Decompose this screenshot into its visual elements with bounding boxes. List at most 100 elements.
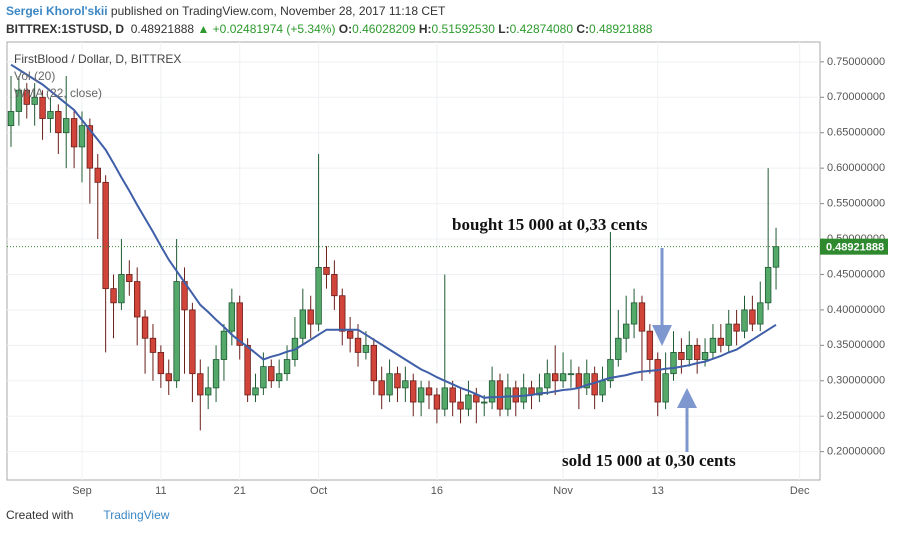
y-tick-label: 0.55000000 xyxy=(827,197,885,209)
y-tick-label: 0.75000000 xyxy=(827,56,885,68)
candle-body xyxy=(7,111,15,127)
legend-title: FirstBlood / Dollar, D, BITTREX xyxy=(14,52,181,66)
y-tick-label: 0.65000000 xyxy=(827,127,885,139)
last-price-box xyxy=(820,238,888,255)
candle-body xyxy=(417,387,425,403)
candle-body xyxy=(741,309,748,332)
published: published on TradingView.com, November 2… xyxy=(110,4,446,18)
candle-body xyxy=(331,274,338,297)
candle-body xyxy=(386,373,393,396)
arrow-head xyxy=(652,325,672,346)
candle-body xyxy=(552,373,559,382)
x-tick-label: 11 xyxy=(155,485,166,497)
author[interactable]: Sergei Khorol'skii xyxy=(6,4,108,18)
candle-body xyxy=(315,266,322,325)
candle-body xyxy=(244,344,251,396)
candle-body xyxy=(252,387,259,396)
candle-body xyxy=(173,281,180,382)
arrow-head xyxy=(677,388,697,408)
candle-body xyxy=(133,281,141,318)
candle-body xyxy=(63,118,70,134)
candle-body xyxy=(654,359,661,403)
candle-body xyxy=(204,387,212,396)
candle-body xyxy=(47,111,54,119)
y-tick-label: 0.35000000 xyxy=(827,339,885,351)
x-tick-label: 21 xyxy=(234,485,246,497)
candle-body xyxy=(725,323,732,346)
candle-body xyxy=(693,344,701,360)
candle-body xyxy=(165,373,172,382)
y-tick-label: 0.25000000 xyxy=(827,410,885,422)
chart: FirstBlood / Dollar, D, BITTREX Vol (20)… xyxy=(6,41,888,497)
candle-body xyxy=(370,344,378,382)
candle-body xyxy=(55,111,62,134)
c-value: 0.48921888 xyxy=(589,22,653,36)
candle-body xyxy=(118,274,125,304)
candle-body xyxy=(607,359,614,382)
brand[interactable]: TradingView xyxy=(103,508,170,522)
y-tick-label: 0.20000000 xyxy=(827,446,885,458)
candle-body xyxy=(559,373,567,382)
candle-body xyxy=(78,125,86,148)
candle-body xyxy=(575,373,583,389)
candle-body xyxy=(488,380,496,403)
candle-body xyxy=(362,344,370,353)
candle-body xyxy=(678,352,685,360)
h-label: H: xyxy=(418,22,432,36)
candle-body xyxy=(717,337,725,346)
candle-body xyxy=(662,373,669,403)
legend-ma: WMA (22, close) xyxy=(14,86,102,100)
ma-line xyxy=(10,63,777,399)
candle-body xyxy=(126,274,133,282)
candle-body xyxy=(749,309,756,325)
h-value: 0.51592530 xyxy=(431,22,495,36)
candle-body xyxy=(449,387,456,403)
annotation: sold 15 000 at 0,30 cents xyxy=(562,451,736,470)
last-price-label: 0.48921888 xyxy=(826,242,884,254)
candle-body xyxy=(110,288,117,304)
x-tick-label: 13 xyxy=(652,485,664,497)
candle-body xyxy=(622,323,630,339)
candle-body xyxy=(307,309,314,325)
candle-body xyxy=(496,380,504,410)
last-price: 0.48921888 xyxy=(130,22,195,36)
candle-body xyxy=(709,337,717,353)
change-arrow: ▲ xyxy=(197,22,210,36)
candle-body xyxy=(378,380,385,396)
candle-body xyxy=(212,359,220,389)
l-label: L: xyxy=(498,22,510,36)
candle-body xyxy=(410,380,417,403)
candle-body xyxy=(15,89,23,112)
candle-body xyxy=(512,387,519,403)
candle-body xyxy=(323,266,330,275)
o-value: 0.46028209 xyxy=(352,22,416,36)
candle-body xyxy=(86,125,94,169)
candle-body xyxy=(299,309,307,339)
candle-body xyxy=(686,344,693,360)
candle-body xyxy=(220,330,228,360)
arrows xyxy=(652,248,697,452)
candle-body xyxy=(630,302,638,325)
header: Sergei Khorol'skii published on TradingV… xyxy=(6,2,652,38)
candle-body xyxy=(481,401,488,404)
annotation: bought 15 000 at 0,33 cents xyxy=(452,215,648,234)
candle-body xyxy=(102,181,109,290)
y-tick-label: 0.30000000 xyxy=(827,375,885,387)
candle-body xyxy=(544,373,551,389)
candle-body xyxy=(764,266,772,304)
candle-body xyxy=(583,373,590,389)
change: +0.02481974 (+5.34%) xyxy=(212,22,336,36)
candle-body xyxy=(283,359,291,375)
candle-body xyxy=(260,366,267,389)
candle-body xyxy=(772,246,780,268)
candle-body xyxy=(670,352,677,375)
candle-body xyxy=(141,316,149,339)
candle-body xyxy=(701,352,709,360)
c-label: C: xyxy=(576,22,590,36)
y-tick-label: 0.70000000 xyxy=(827,91,885,103)
footer: Created with TradingView xyxy=(6,508,169,522)
x-tick-label: Dec xyxy=(790,485,810,497)
candle-body xyxy=(733,323,740,332)
x-tick-label: 16 xyxy=(431,485,443,497)
